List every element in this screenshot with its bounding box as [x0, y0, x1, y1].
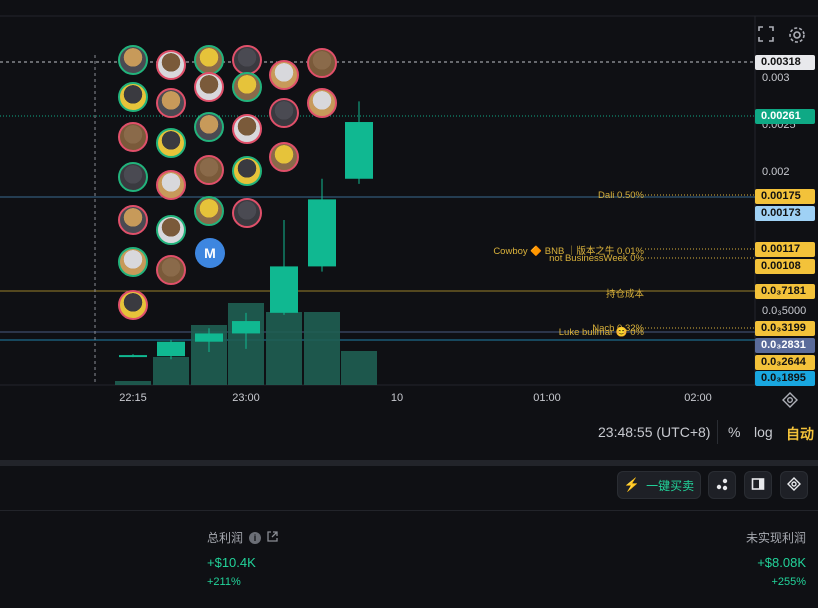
- trader-avatar-icon[interactable]: [156, 50, 186, 80]
- trader-avatar-icon[interactable]: [156, 128, 186, 158]
- trader-avatar-icon[interactable]: [194, 112, 224, 142]
- total-profit-pct: +211%: [207, 576, 241, 588]
- candle-body[interactable]: [195, 333, 223, 342]
- lightning-icon: ⚡: [623, 477, 641, 492]
- volume-bar: [153, 357, 189, 385]
- total-profit-value: +$10.4K: [207, 555, 256, 570]
- time-tick: 10: [390, 392, 404, 404]
- annotation-dali: Dali 0.50%: [598, 190, 644, 201]
- price-tag: 0.0₃1895: [755, 371, 815, 386]
- candle-body[interactable]: [345, 122, 373, 179]
- panel-layout-icon: [751, 477, 765, 494]
- candle-body[interactable]: [270, 266, 298, 313]
- volume-bar: [304, 312, 340, 385]
- candle-body[interactable]: [157, 341, 185, 357]
- fullscreen-icon[interactable]: [756, 26, 776, 46]
- price-tag: 0.0₃2831: [755, 338, 815, 353]
- auto-toggle[interactable]: 自动: [786, 426, 814, 442]
- unrealized-label: 未实现利润: [745, 531, 806, 545]
- total-profit-label: 总利润: [207, 531, 244, 545]
- trader-avatar-icon[interactable]: [232, 72, 262, 102]
- trader-avatar-icon[interactable]: [156, 88, 186, 118]
- log-toggle[interactable]: log: [754, 424, 773, 440]
- price-tag: 0.00108: [755, 259, 815, 274]
- time-tick: 02:00: [684, 392, 712, 404]
- unrealized-pct: +255%: [771, 576, 806, 588]
- trader-avatar-icon[interactable]: [232, 198, 262, 228]
- trader-avatar-icon[interactable]: [232, 114, 262, 144]
- trader-avatar-icon[interactable]: [194, 196, 224, 226]
- price-tag: 0.00117: [755, 242, 815, 257]
- time-tick: 01:00: [533, 392, 561, 404]
- one-click-trade-label: 一键买卖: [646, 478, 695, 493]
- candle-body[interactable]: [119, 355, 147, 358]
- info-icon[interactable]: i: [249, 531, 262, 544]
- one-click-trade-button[interactable]: ⚡ 一键买卖: [617, 471, 701, 499]
- trader-avatar-icon[interactable]: [194, 155, 224, 185]
- volume-bar: [266, 312, 302, 385]
- price-tag: 0.0₃7181: [755, 284, 815, 299]
- trader-avatar-icon[interactable]: [118, 45, 148, 75]
- price-tag: 0.0₃2644: [755, 355, 815, 370]
- annotation-cost: 持仓成本: [605, 289, 644, 300]
- annotation-cowboy: Cowboy 🔶 BNB ｜版本之牛 0.01%: [493, 246, 644, 257]
- m-marker-icon[interactable]: M: [195, 238, 225, 268]
- price-tick: 0.003: [762, 72, 790, 84]
- trader-avatar-icon[interactable]: [194, 72, 224, 102]
- trader-avatar-icon[interactable]: [156, 215, 186, 245]
- trader-avatar-icon[interactable]: [156, 255, 186, 285]
- annotation-luke: Luke bullmar 😊 0%: [558, 327, 644, 338]
- external-link-icon[interactable]: [267, 530, 278, 545]
- trader-avatar-icon[interactable]: [269, 98, 299, 128]
- trader-avatar-icon[interactable]: [156, 170, 186, 200]
- annotation-business: not BusinessWeek 0%: [549, 253, 644, 264]
- candle-body[interactable]: [232, 321, 260, 334]
- price-tick: 0.002: [762, 166, 790, 178]
- target-button[interactable]: [780, 471, 808, 499]
- trader-avatar-icon[interactable]: [194, 45, 224, 75]
- percent-toggle[interactable]: %: [728, 424, 741, 440]
- trader-avatar-icon[interactable]: [118, 82, 148, 112]
- trader-avatar-icon[interactable]: [232, 156, 262, 186]
- trader-avatar-icon[interactable]: [269, 142, 299, 172]
- annotation-nach: Nach 0.32%: [592, 323, 644, 334]
- clock: 23:48:55 (UTC+8): [598, 424, 711, 440]
- gear-icon[interactable]: [787, 26, 807, 46]
- trader-avatar-icon[interactable]: [118, 122, 148, 152]
- price-tag: 0.00173: [755, 206, 815, 221]
- trader-avatar-icon[interactable]: [118, 247, 148, 277]
- volume-bar: [341, 351, 377, 385]
- time-tick: 23:00: [232, 392, 260, 404]
- price-tag: 0.00175: [755, 189, 815, 204]
- chart-reset-icon[interactable]: [781, 391, 799, 414]
- trader-avatar-icon[interactable]: [118, 290, 148, 320]
- trader-avatar-icon[interactable]: [269, 60, 299, 90]
- trader-avatar-icon[interactable]: [118, 205, 148, 235]
- price-tag: 0.00261: [755, 109, 815, 124]
- price-tag: 0.00318: [755, 55, 815, 70]
- unrealized-value: +$8.08K: [757, 555, 806, 570]
- share-icon: [715, 477, 729, 494]
- layout-button[interactable]: [744, 471, 772, 499]
- trader-avatar-icon[interactable]: [307, 48, 337, 78]
- price-tick: 0.0₃5000: [762, 305, 807, 317]
- trader-avatar-icon[interactable]: [232, 45, 262, 75]
- trader-avatar-icon[interactable]: [307, 88, 337, 118]
- price-tag: 0.0₃3199: [755, 321, 815, 336]
- target-icon: [787, 476, 801, 494]
- candle-body[interactable]: [308, 199, 336, 267]
- total-profit-header: 总利润 i: [207, 529, 278, 546]
- trader-avatar-icon[interactable]: [118, 162, 148, 192]
- share-button[interactable]: [708, 471, 736, 499]
- time-tick: 22:15: [119, 392, 147, 404]
- volume-bar: [115, 381, 151, 385]
